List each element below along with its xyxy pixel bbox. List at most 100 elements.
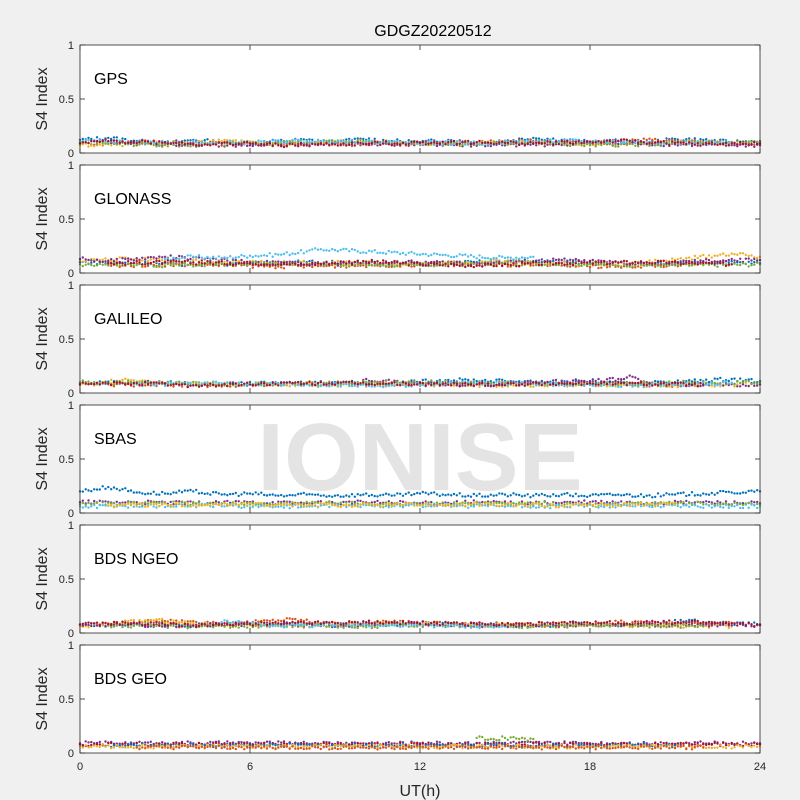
- data-point: [622, 265, 626, 268]
- data-point: [367, 138, 371, 142]
- data-point: [690, 140, 694, 143]
- data-point: [345, 380, 348, 383]
- data-point: [220, 139, 223, 143]
- data-point: [376, 251, 379, 255]
- data-point: [506, 256, 509, 259]
- data-point: [603, 381, 606, 384]
- data-point: [481, 141, 484, 145]
- data-point: [523, 258, 526, 261]
- data-point: [705, 138, 708, 141]
- data-point: [129, 141, 133, 144]
- data-point: [733, 253, 736, 256]
- data-point: [288, 263, 291, 266]
- data-point: [518, 260, 521, 263]
- data-point: [433, 265, 436, 268]
- data-point: [209, 384, 212, 387]
- data-point: [600, 492, 603, 496]
- data-point: [127, 262, 130, 265]
- data-point: [274, 142, 277, 145]
- data-point: [421, 378, 424, 382]
- data-point: [478, 259, 481, 262]
- data-point: [396, 251, 399, 254]
- data-point: [305, 250, 308, 253]
- data-point: [277, 139, 280, 142]
- data-point: [118, 141, 121, 144]
- data-point: [696, 142, 699, 145]
- data-point: [138, 140, 141, 143]
- data-point: [396, 262, 399, 266]
- data-point: [498, 382, 501, 386]
- data-point: [554, 143, 558, 146]
- data-point: [656, 492, 660, 495]
- data-point: [665, 137, 668, 140]
- data-point: [566, 382, 569, 385]
- data-point: [127, 379, 130, 383]
- data-point: [418, 381, 422, 384]
- data-point: [248, 144, 252, 147]
- data-point: [294, 262, 297, 265]
- data-point: [484, 378, 487, 382]
- data-point: [580, 144, 583, 147]
- data-point: [628, 142, 631, 146]
- data-point: [645, 138, 648, 142]
- data-point: [396, 142, 399, 145]
- data-point: [416, 261, 419, 264]
- data-point: [353, 248, 356, 252]
- data-point: [617, 385, 620, 389]
- data-point: [620, 378, 623, 381]
- data-point: [676, 141, 679, 144]
- data-point: [688, 262, 691, 265]
- data-point: [526, 139, 529, 142]
- data-point: [217, 145, 220, 148]
- data-point: [520, 256, 524, 259]
- data-point: [112, 486, 116, 489]
- data-point: [263, 254, 266, 257]
- data-point: [472, 384, 475, 387]
- data-point: [132, 379, 135, 382]
- data-point: [444, 262, 447, 266]
- data-point: [367, 383, 371, 386]
- data-point: [503, 141, 507, 144]
- data-point: [543, 382, 546, 385]
- data-point: [393, 139, 396, 143]
- data-point: [540, 379, 543, 383]
- data-point: [404, 382, 407, 385]
- data-point: [288, 260, 291, 263]
- data-point: [129, 258, 133, 261]
- data-point: [322, 249, 325, 252]
- data-point: [594, 493, 597, 496]
- data-point: [574, 138, 577, 142]
- data-point: [747, 380, 750, 383]
- data-point: [671, 257, 674, 260]
- data-point: [248, 492, 252, 495]
- data-point: [359, 261, 362, 265]
- data-point: [331, 247, 334, 251]
- data-point: [172, 141, 175, 144]
- data-point: [370, 250, 373, 253]
- data-point: [189, 384, 192, 387]
- data-point: [620, 265, 623, 268]
- data-point: [515, 260, 518, 263]
- data-point: [135, 257, 138, 260]
- data-point: [379, 382, 382, 386]
- data-point: [469, 253, 473, 257]
- data-point: [127, 260, 130, 263]
- data-point: [274, 267, 277, 270]
- data-point: [503, 259, 507, 263]
- data-point: [336, 383, 339, 387]
- data-point: [651, 142, 654, 145]
- data-point: [628, 262, 631, 265]
- data-point: [260, 263, 263, 267]
- data-point: [450, 140, 453, 143]
- data-point: [152, 260, 155, 264]
- data-point: [390, 381, 393, 385]
- data-point: [299, 249, 303, 252]
- data-point: [410, 140, 413, 144]
- data-point: [141, 256, 144, 259]
- data-point: [212, 255, 215, 258]
- data-point: [288, 253, 291, 257]
- data-point: [597, 139, 600, 143]
- data-point: [350, 380, 354, 383]
- data-point: [132, 259, 135, 262]
- data-point: [467, 264, 470, 267]
